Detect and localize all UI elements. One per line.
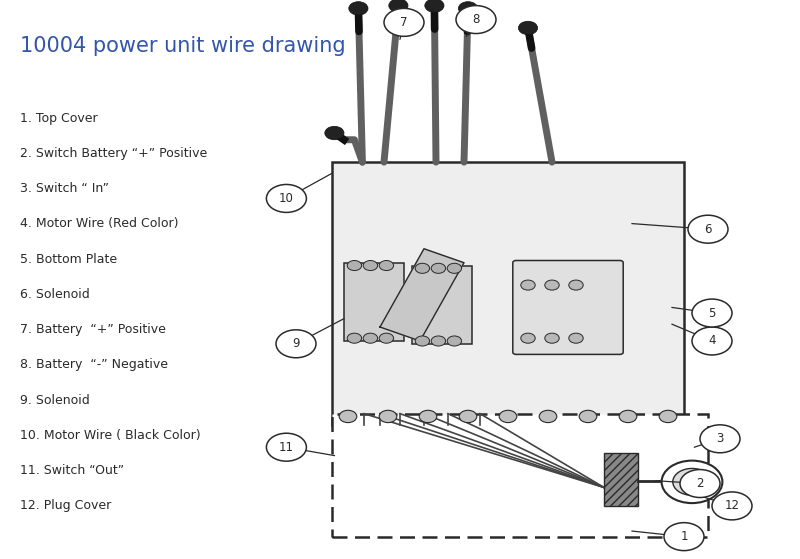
Circle shape bbox=[673, 468, 711, 495]
Circle shape bbox=[425, 0, 444, 12]
Bar bbox=[344, 263, 404, 341]
Circle shape bbox=[384, 8, 424, 36]
Circle shape bbox=[458, 2, 478, 15]
Circle shape bbox=[379, 410, 397, 423]
Circle shape bbox=[447, 263, 462, 273]
Text: 12. Plug Cover: 12. Plug Cover bbox=[20, 499, 111, 512]
Text: 10004 power unit wire drawing: 10004 power unit wire drawing bbox=[20, 36, 346, 56]
Text: 5. Bottom Plate: 5. Bottom Plate bbox=[20, 253, 117, 266]
Text: 1: 1 bbox=[680, 530, 688, 543]
Circle shape bbox=[419, 410, 437, 423]
Circle shape bbox=[363, 260, 378, 271]
Circle shape bbox=[456, 6, 496, 34]
Text: 6: 6 bbox=[704, 222, 712, 236]
Text: 8. Battery  “-” Negative: 8. Battery “-” Negative bbox=[20, 358, 168, 371]
Circle shape bbox=[379, 260, 394, 271]
Circle shape bbox=[521, 280, 535, 290]
Circle shape bbox=[363, 333, 378, 343]
Text: 2. Switch Battery “+” Positive: 2. Switch Battery “+” Positive bbox=[20, 147, 207, 160]
Circle shape bbox=[431, 336, 446, 346]
Text: 1. Top Cover: 1. Top Cover bbox=[20, 112, 98, 125]
Circle shape bbox=[447, 336, 462, 346]
Circle shape bbox=[431, 263, 446, 273]
Circle shape bbox=[539, 410, 557, 423]
Circle shape bbox=[415, 336, 430, 346]
Text: 10. Motor Wire ( Black Color): 10. Motor Wire ( Black Color) bbox=[20, 429, 201, 442]
Circle shape bbox=[692, 299, 732, 327]
Text: 4: 4 bbox=[708, 334, 716, 348]
Text: 6. Solenoid: 6. Solenoid bbox=[20, 288, 90, 301]
Bar bbox=[412, 266, 472, 344]
Circle shape bbox=[276, 330, 316, 358]
Text: 9. Solenoid: 9. Solenoid bbox=[20, 394, 90, 406]
Text: 7: 7 bbox=[400, 16, 408, 29]
Circle shape bbox=[266, 184, 306, 212]
Text: 10: 10 bbox=[279, 192, 294, 205]
Text: 3. Switch “ In”: 3. Switch “ In” bbox=[20, 182, 109, 195]
Text: 12: 12 bbox=[725, 499, 739, 513]
Circle shape bbox=[664, 523, 704, 551]
Circle shape bbox=[684, 476, 700, 487]
Text: 3: 3 bbox=[716, 432, 724, 446]
Circle shape bbox=[349, 2, 368, 15]
Circle shape bbox=[518, 21, 538, 35]
Text: 11. Switch “Out”: 11. Switch “Out” bbox=[20, 464, 124, 477]
Circle shape bbox=[712, 492, 752, 520]
Circle shape bbox=[579, 410, 597, 423]
FancyBboxPatch shape bbox=[513, 260, 623, 354]
Polygon shape bbox=[380, 249, 464, 341]
Circle shape bbox=[569, 280, 583, 290]
Bar bbox=[604, 453, 638, 506]
Circle shape bbox=[662, 461, 722, 503]
Text: 7. Battery  “+” Positive: 7. Battery “+” Positive bbox=[20, 323, 166, 336]
Text: 8: 8 bbox=[472, 13, 480, 26]
Circle shape bbox=[545, 333, 559, 343]
Circle shape bbox=[619, 410, 637, 423]
Circle shape bbox=[347, 260, 362, 271]
Circle shape bbox=[569, 333, 583, 343]
Circle shape bbox=[499, 410, 517, 423]
Bar bbox=[332, 414, 708, 537]
Circle shape bbox=[389, 0, 408, 12]
Circle shape bbox=[659, 410, 677, 423]
Text: 2: 2 bbox=[696, 477, 704, 490]
Circle shape bbox=[347, 333, 362, 343]
Circle shape bbox=[700, 425, 740, 453]
Circle shape bbox=[325, 126, 344, 140]
Text: 4. Motor Wire (Red Color): 4. Motor Wire (Red Color) bbox=[20, 217, 178, 230]
Circle shape bbox=[545, 280, 559, 290]
Circle shape bbox=[688, 215, 728, 243]
Circle shape bbox=[339, 410, 357, 423]
Circle shape bbox=[459, 410, 477, 423]
Circle shape bbox=[415, 263, 430, 273]
Circle shape bbox=[680, 470, 720, 498]
Circle shape bbox=[692, 327, 732, 355]
Circle shape bbox=[521, 333, 535, 343]
Bar bbox=[332, 162, 684, 425]
Text: 11: 11 bbox=[279, 440, 294, 454]
Text: 5: 5 bbox=[708, 306, 716, 320]
Circle shape bbox=[379, 333, 394, 343]
Circle shape bbox=[266, 433, 306, 461]
Text: 9: 9 bbox=[292, 337, 300, 350]
